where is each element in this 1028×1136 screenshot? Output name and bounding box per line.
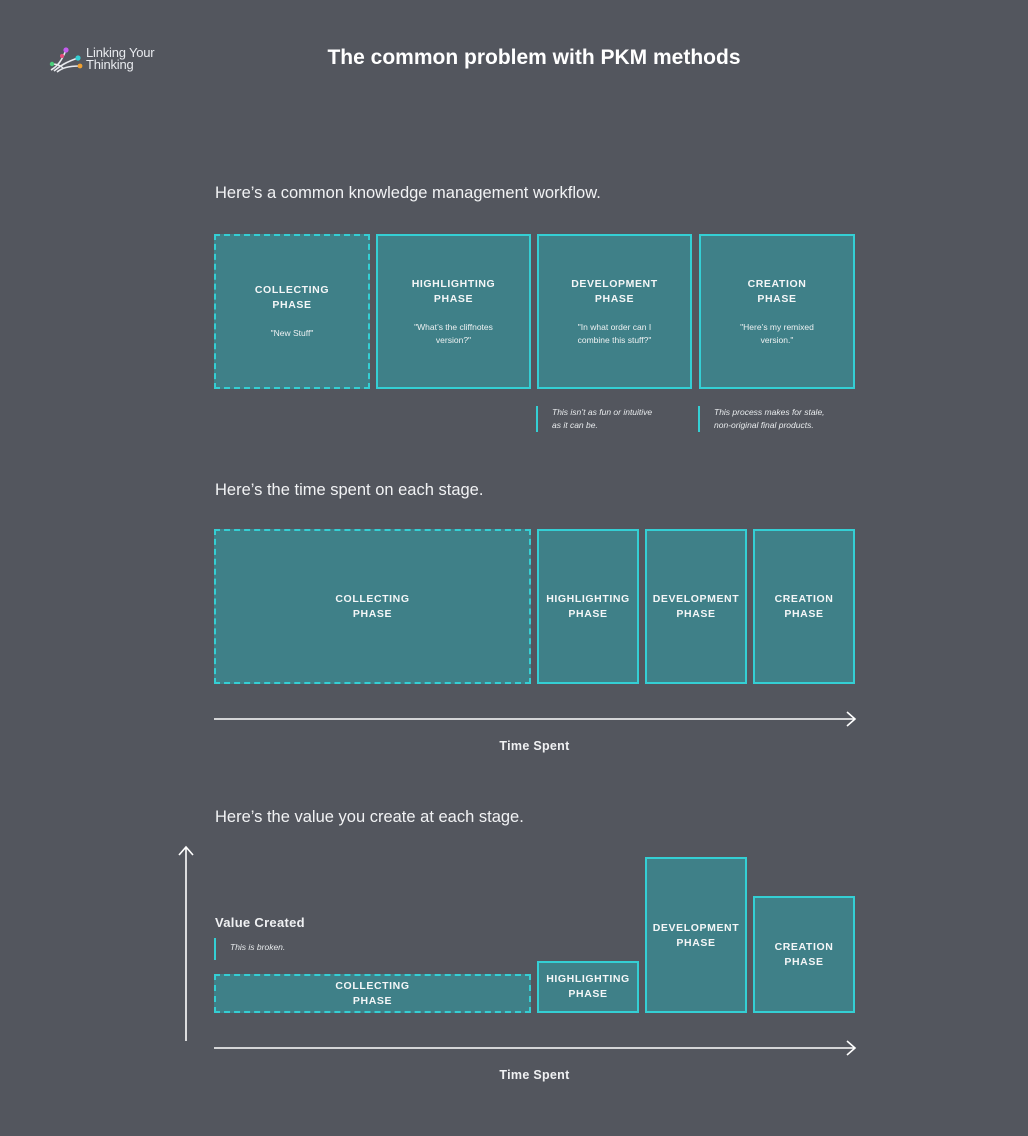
- phase-label: DEVELOPMENT PHASE: [652, 922, 740, 949]
- phase-label: CREATION PHASE: [774, 592, 834, 620]
- phase-label: COLLECTING PHASE: [335, 592, 410, 620]
- phase-label: COLLECTING PHASE: [335, 979, 410, 1007]
- value-development-phase: DEVELOPMENT PHASE: [645, 857, 747, 1013]
- value-time-axis-label: Time Spent: [499, 1068, 570, 1082]
- phase-label: HIGHLIGHTING PHASE: [411, 277, 496, 305]
- value-heading: Here’s the value you create at each stag…: [215, 808, 524, 826]
- value-creation-phase: CREATION PHASE: [753, 896, 855, 1013]
- time-axis-label: Time Spent: [499, 739, 570, 753]
- workflow-creation-phase: CREATION PHASE "Here’s my remixed versio…: [699, 234, 855, 389]
- phase-label: COLLECTING PHASE: [254, 284, 330, 311]
- time-axis-arrow: [214, 711, 857, 727]
- page-title: The common problem with PKM methods: [327, 46, 741, 69]
- phase-quote: "Here’s my remixed version.": [740, 321, 814, 345]
- phase-label: DEVELOPMENT PHASE: [652, 592, 740, 620]
- workflow-heading: Here’s a common knowledge management wor…: [215, 184, 601, 202]
- logo-text-line1: Linking Your: [86, 45, 155, 60]
- workflow-development-phase: DEVELOPMENT PHASE "In what order can I c…: [537, 234, 692, 389]
- phase-label: HIGHLIGHTING PHASE: [546, 592, 630, 620]
- time-collecting-phase: COLLECTING PHASE: [214, 529, 531, 684]
- time-creation-phase: CREATION PHASE: [753, 529, 855, 684]
- time-highlighting-phase: HIGHLIGHTING PHASE: [537, 529, 639, 684]
- phase-label: HIGHLIGHTING PHASE: [546, 973, 630, 1000]
- value-axis-label: Value Created: [215, 915, 305, 930]
- value-collecting-phase: COLLECTING PHASE: [214, 974, 531, 1013]
- value-axis-arrow: [178, 845, 194, 1041]
- value-highlighting-phase: HIGHLIGHTING PHASE: [537, 961, 639, 1013]
- logo-icon: [49, 47, 83, 73]
- broken-note: This is broken.: [214, 938, 364, 960]
- phase-quote: "New Stuff": [270, 328, 314, 338]
- phase-quote: "In what order can I combine this stuff?…: [577, 321, 652, 345]
- time-development-phase: DEVELOPMENT PHASE: [645, 529, 747, 684]
- workflow-collecting-phase: COLLECTING PHASE "New Stuff": [214, 234, 370, 389]
- value-time-axis-arrow: [214, 1040, 857, 1056]
- workflow-highlighting-phase: HIGHLIGHTING PHASE "What’s the cliffnote…: [376, 234, 531, 389]
- time-heading: Here’s the time spent on each stage.: [215, 481, 484, 499]
- development-note: This isn’t as fun or intuitive as it can…: [536, 406, 696, 432]
- logo-text-line2: Thinking: [86, 57, 134, 72]
- phase-quote: "What’s the cliffnotes version?": [414, 321, 493, 345]
- phase-label: CREATION PHASE: [747, 277, 807, 305]
- phase-label: CREATION PHASE: [774, 940, 834, 968]
- logo: Linking Your Thinking: [48, 44, 178, 78]
- creation-note: This process makes for stale, non-origin…: [698, 406, 858, 432]
- phase-label: DEVELOPMENT PHASE: [571, 277, 658, 305]
